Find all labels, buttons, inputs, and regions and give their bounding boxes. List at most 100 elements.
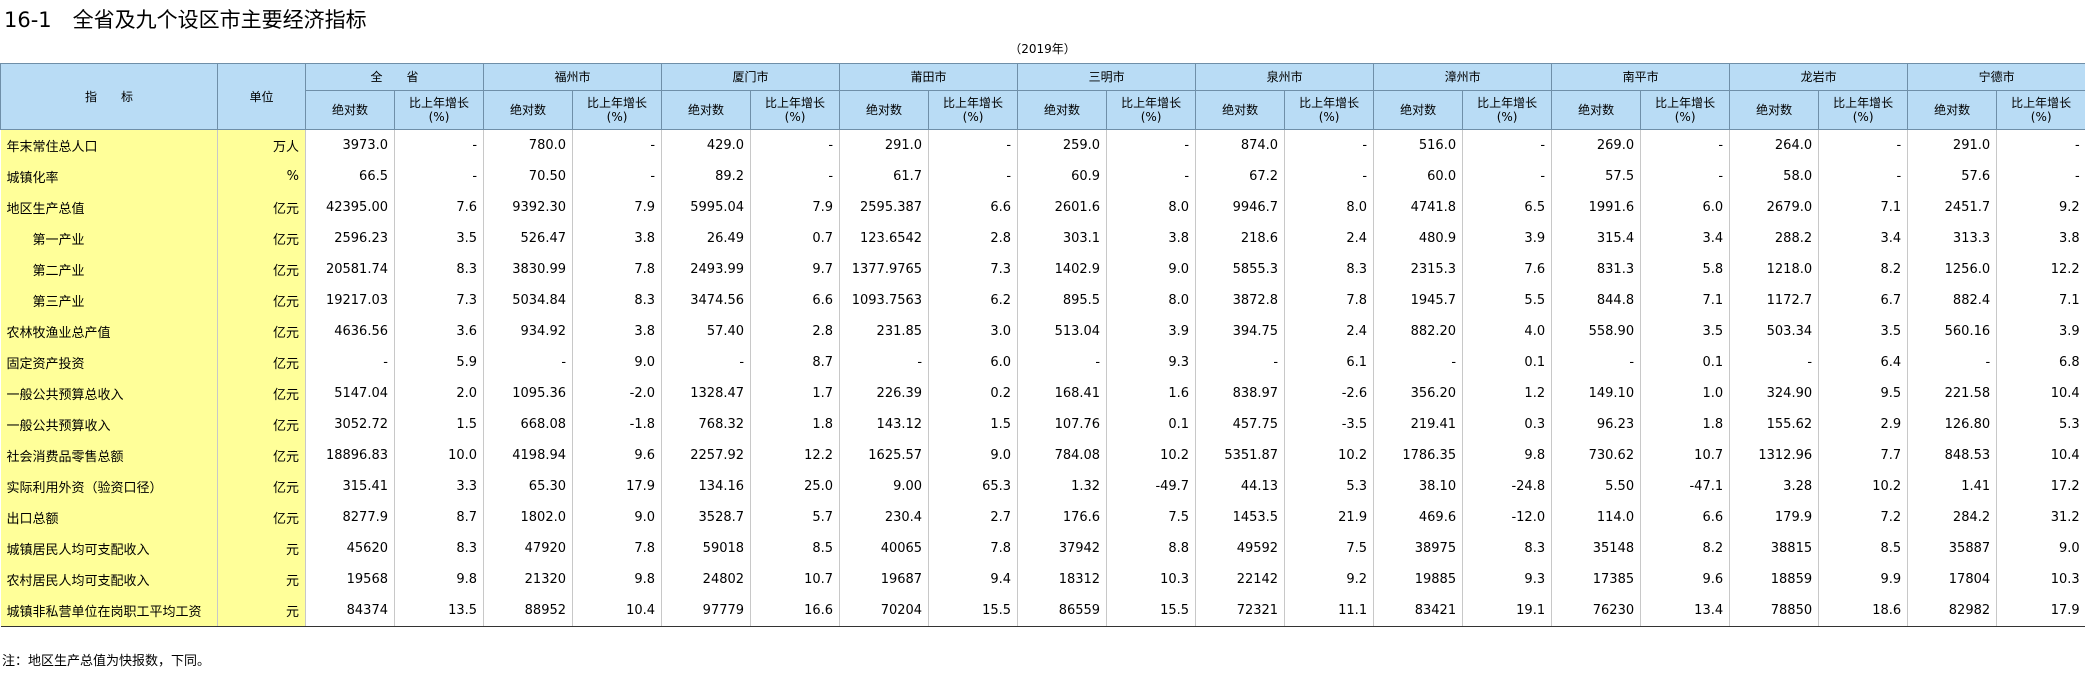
value-cell: 3.8 <box>572 223 662 254</box>
value-cell: 784.08 <box>1017 440 1107 471</box>
value-cell: 8.3 <box>1284 254 1374 285</box>
table-row: 固定资产投资 亿元 -5.9-9.0-8.7-6.0-9.3-6.1-0.1-0.1… <box>0 347 2085 378</box>
indicator-name: 固定资产投资 <box>0 347 218 378</box>
value-cell: 10.2 <box>1106 440 1196 471</box>
value-cell: 12.2 <box>1996 254 2085 285</box>
value-cell: 9.6 <box>572 440 662 471</box>
value-cell: 18312 <box>1017 564 1107 595</box>
value-cell: 37942 <box>1017 533 1107 564</box>
value-cell: 6.8 <box>1996 347 2085 378</box>
value-cell: 9.8 <box>393 564 484 595</box>
value-cell: - <box>1907 347 1997 378</box>
value-cell: 1328.47 <box>661 378 751 409</box>
value-cell: - <box>928 129 1018 161</box>
indicator-name: 实际利用外资（验资口径） <box>0 471 218 502</box>
value-cell: 8.0 <box>1106 285 1196 316</box>
value-cell: 7.2 <box>1818 502 1908 533</box>
value-cell: - <box>1017 347 1107 378</box>
value-cell: 882.4 <box>1907 285 1997 316</box>
table-row: 城镇非私营单位在岗职工平均工资元 84374 13.5 88952 10.4 97779 1… <box>0 595 2085 627</box>
value-cell: 4741.8 <box>1373 192 1463 223</box>
value-cell: 394.75 <box>1195 316 1285 347</box>
value-cell: 1991.6 <box>1551 192 1641 223</box>
value-cell: 10.3 <box>1106 564 1196 595</box>
data-table: 指 标单位全 省福州市 厦门市 莆田市 三明市 泉州市 漳州市 南平市 龙岩市 宁德市 绝对数 比上… <box>0 63 2085 627</box>
indicator-name: 年末常住总人口 <box>0 129 218 161</box>
region-header: 龙岩市 <box>1729 63 1909 91</box>
value-cell: 6.1 <box>1284 347 1374 378</box>
value-cell: 38815 <box>1729 533 1819 564</box>
value-cell: 31.2 <box>1996 502 2085 533</box>
value-cell: 25.0 <box>750 471 840 502</box>
value-cell: 7.8 <box>572 533 662 564</box>
value-cell: 9.0 <box>1996 533 2085 564</box>
value-cell: 315.41 <box>305 471 395 502</box>
unit-cell: 元 <box>217 533 306 564</box>
value-cell: 176.6 <box>1017 502 1107 533</box>
value-cell: 1.5 <box>928 409 1018 440</box>
region-header: 莆田市 <box>839 63 1019 91</box>
region-header: 三明市 <box>1017 63 1197 91</box>
value-cell: 24802 <box>661 564 751 595</box>
subtitle: （2019年） <box>1009 42 1076 56</box>
value-cell: 2595.387 <box>839 192 929 223</box>
value-cell: 5147.04 <box>305 378 395 409</box>
table-row: 农村居民人均可支配收入元 19568 9.8 21320 9.8 24802 10.7 196… <box>0 564 2085 595</box>
table-body: 年末常住总人口 万人 3973.0-780.0-429.0-291.0-259.0-… <box>0 129 2085 627</box>
value-cell: 107.76 <box>1017 409 1107 440</box>
value-cell: - <box>1106 129 1196 161</box>
unit-cell: 亿元 <box>217 502 306 533</box>
value-cell: 3.5 <box>1640 316 1730 347</box>
value-cell: 19568 <box>305 564 395 595</box>
value-cell: 8.8 <box>1106 533 1196 564</box>
value-cell: 844.8 <box>1551 285 1641 316</box>
value-cell: - <box>1284 161 1374 192</box>
value-cell: 1453.5 <box>1195 502 1285 533</box>
value-cell: -2.6 <box>1284 378 1374 409</box>
value-cell: 429.0 <box>661 129 751 161</box>
value-cell: 59018 <box>661 533 751 564</box>
value-cell: 5.8 <box>1640 254 1730 285</box>
value-cell: 2.4 <box>1284 223 1374 254</box>
value-cell: - <box>1729 347 1819 378</box>
value-cell: 2601.6 <box>1017 192 1107 223</box>
value-cell: 356.20 <box>1373 378 1463 409</box>
value-cell: 6.6 <box>928 192 1018 223</box>
value-cell: 1.32 <box>1017 471 1107 502</box>
value-cell: 1786.35 <box>1373 440 1463 471</box>
value-cell: 17.9 <box>572 471 662 502</box>
value-cell: 218.6 <box>1195 223 1285 254</box>
value-cell: 8277.9 <box>305 502 395 533</box>
value-cell: 5.3 <box>1996 409 2085 440</box>
unit-cell: 亿元 <box>217 378 306 409</box>
value-cell: 315.4 <box>1551 223 1641 254</box>
value-cell: 1.41 <box>1907 471 1997 502</box>
value-cell: 9946.7 <box>1195 192 1285 223</box>
value-cell: 7.3 <box>393 285 484 316</box>
value-cell: 88952 <box>483 595 573 627</box>
value-cell: - <box>1195 347 1285 378</box>
indicator-name: 第一产业 <box>0 223 218 254</box>
column-header: 绝对数 <box>305 90 395 130</box>
value-cell: 40065 <box>839 533 929 564</box>
table-row: 城镇居民人均可支配收入元 45620 8.3 47920 7.8 59018 8.5 4006… <box>0 533 2085 564</box>
value-cell: 16.6 <box>750 595 840 627</box>
value-cell: 6.5 <box>1462 192 1552 223</box>
value-cell: 9392.30 <box>483 192 573 223</box>
value-cell: 1095.36 <box>483 378 573 409</box>
value-cell: 2493.99 <box>661 254 751 285</box>
value-cell: 7.1 <box>1996 285 2085 316</box>
value-cell: -2.0 <box>572 378 662 409</box>
value-cell: 5.3 <box>1284 471 1374 502</box>
value-cell: 480.9 <box>1373 223 1463 254</box>
value-cell: 221.58 <box>1907 378 1997 409</box>
indicator-name: 第三产业 <box>0 285 218 316</box>
column-header: 比上年增长 (%) <box>1996 90 2085 130</box>
value-cell: 1093.7563 <box>839 285 929 316</box>
value-cell: 895.5 <box>1017 285 1107 316</box>
value-cell: 469.6 <box>1373 502 1463 533</box>
column-header: 比上年增长 (%) <box>393 90 485 130</box>
value-cell: - <box>1996 129 2085 161</box>
column-header: 比上年增长 (%) <box>1106 90 1197 130</box>
value-cell: 5.9 <box>393 347 484 378</box>
